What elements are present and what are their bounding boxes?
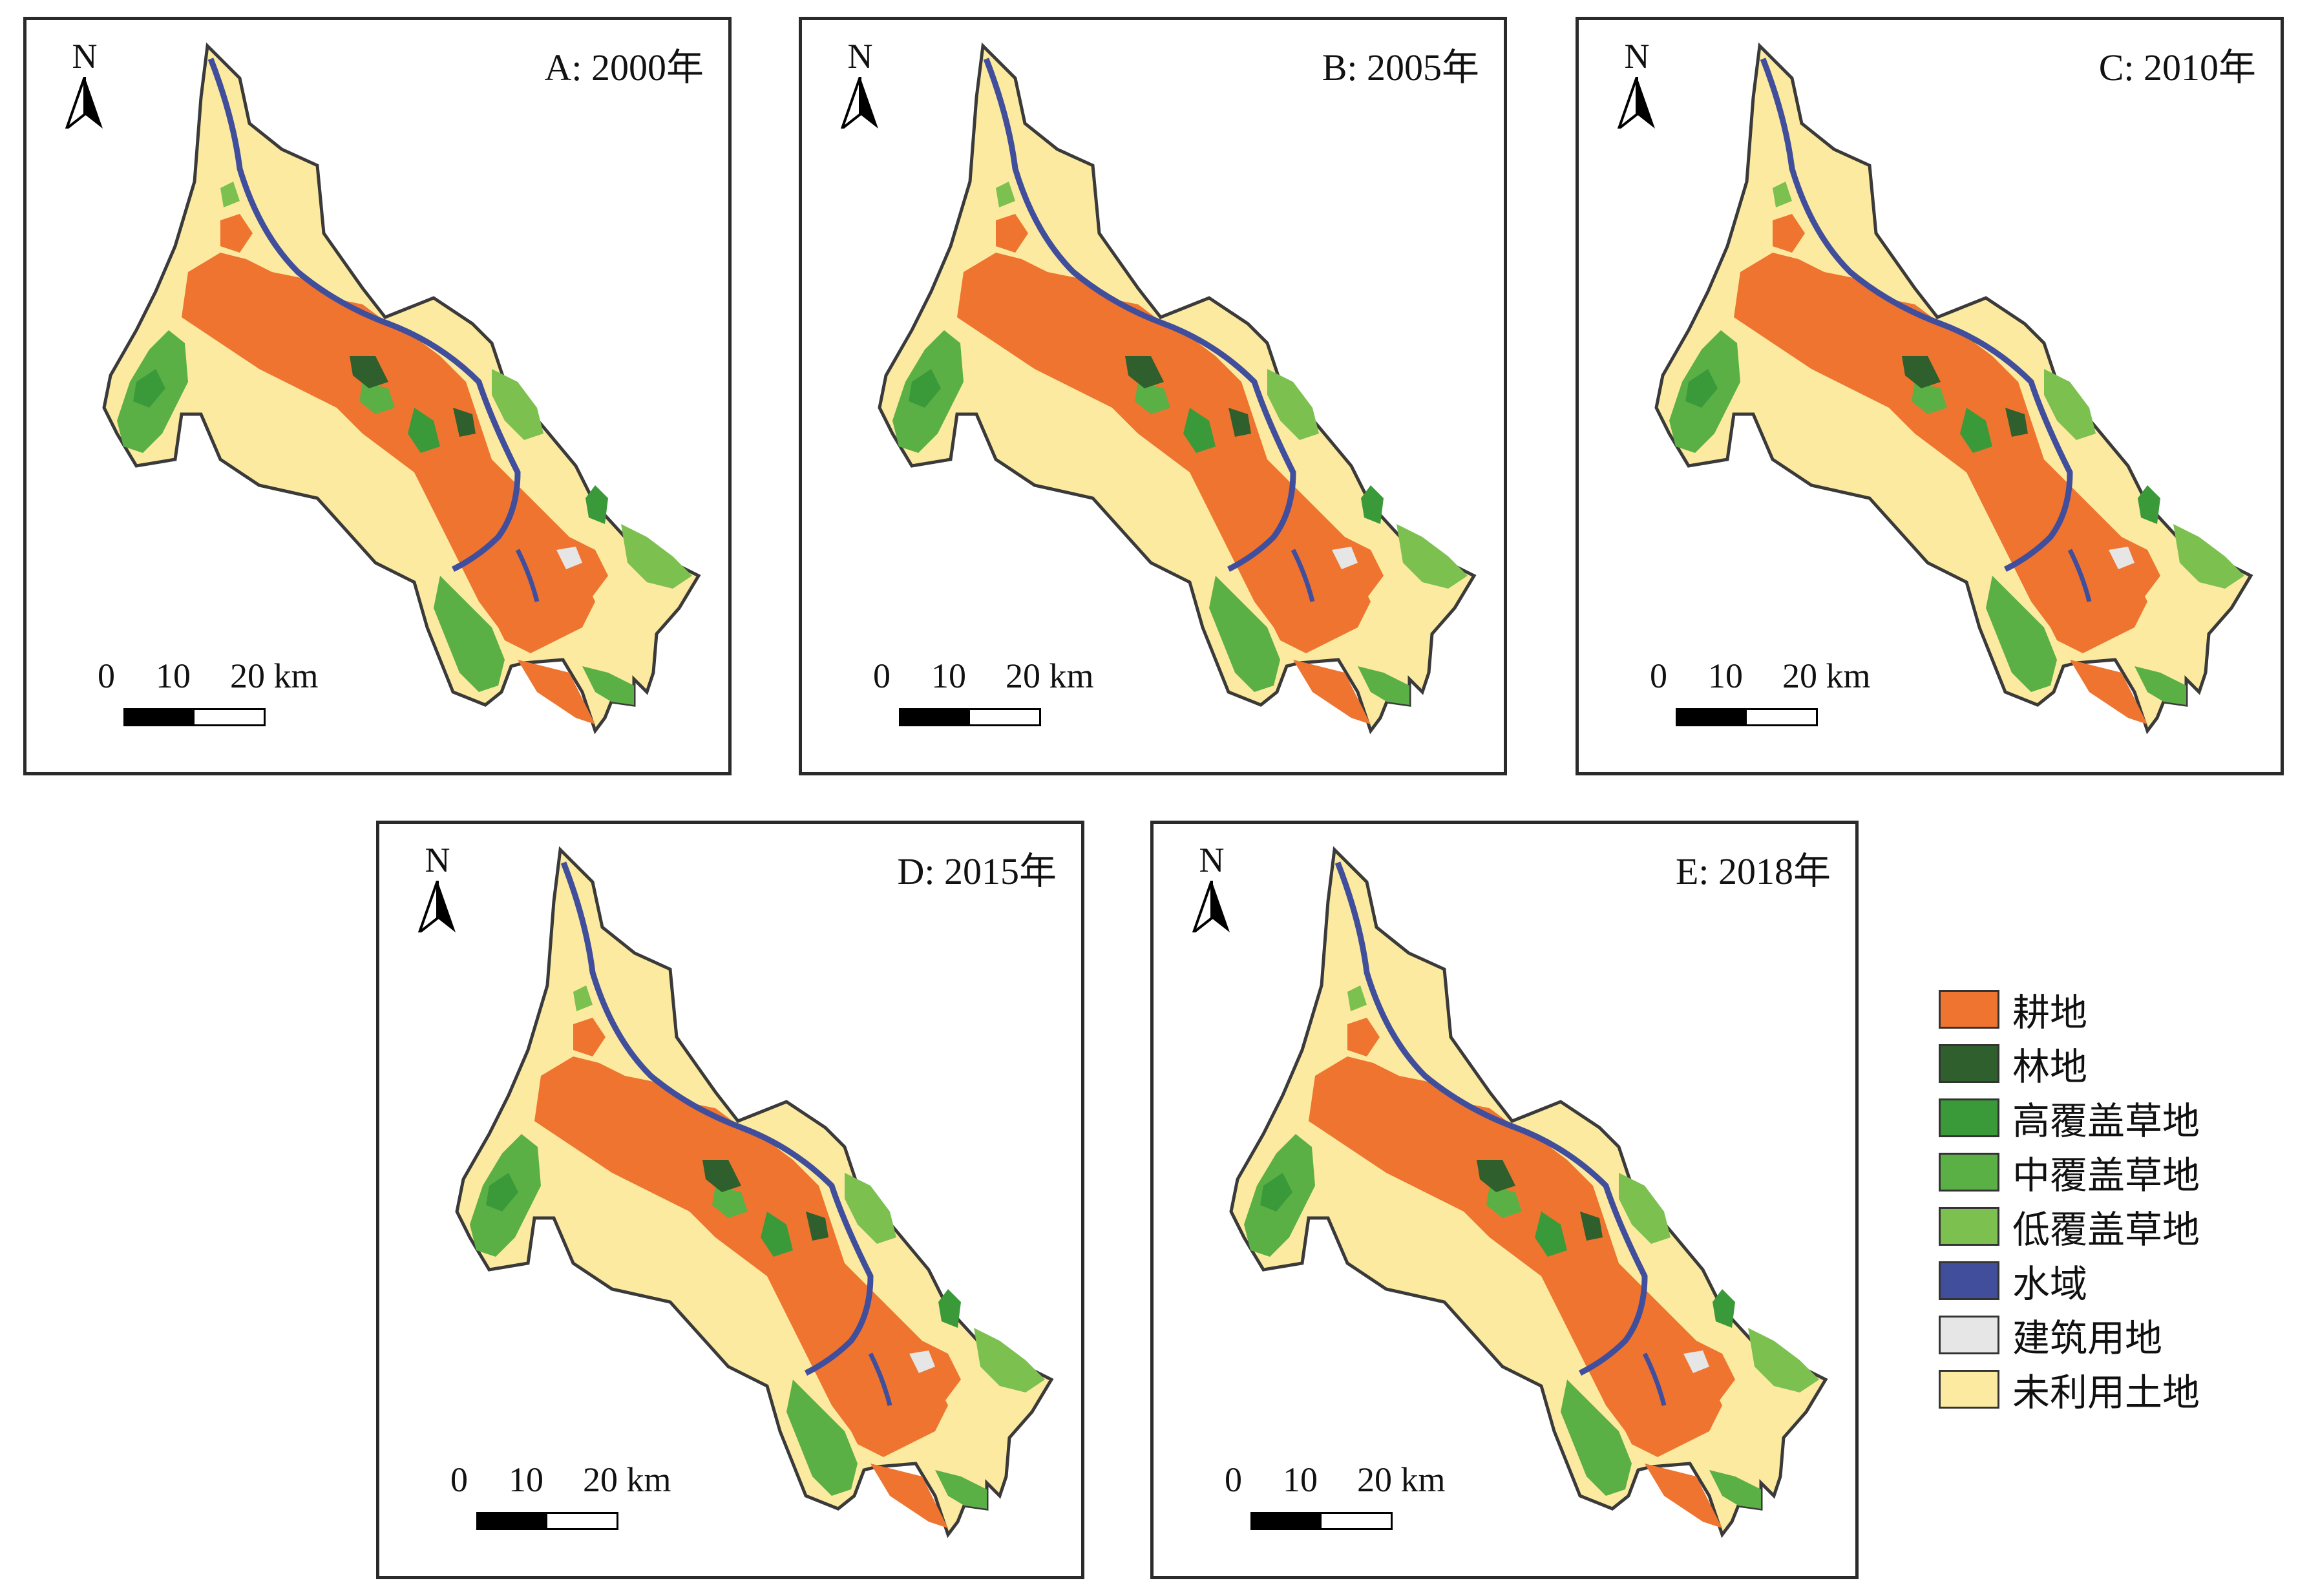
north-arrow-icon — [1618, 77, 1656, 129]
legend-label: 水域 — [2012, 1262, 2088, 1306]
legend-item-unused-land: 未利用土地 — [1939, 1362, 2275, 1416]
north-arrow-a: N — [59, 38, 111, 135]
scale-bar-e: 0 10 20 km — [1225, 1460, 1446, 1538]
panel-title-c: C: 2010年 — [2098, 47, 2256, 89]
legend-swatch — [1939, 1153, 1999, 1192]
legend-label: 建筑用地 — [2012, 1316, 2163, 1360]
scale-bar-d: 0 10 20 km — [450, 1460, 671, 1538]
map-panel-c: C: 2010年 N 0 10 20 km — [1576, 17, 2284, 775]
north-label: N — [1199, 841, 1225, 879]
scale-bar-b: 0 10 20 km — [873, 656, 1094, 734]
legend-label: 林地 — [2012, 1045, 2088, 1089]
legend-item-water: 水域 — [1939, 1254, 2275, 1308]
legend-label: 耕地 — [2012, 991, 2088, 1034]
legend-item-forest: 林地 — [1939, 1036, 2275, 1091]
scale-bar-a: 0 10 20 km — [98, 656, 319, 734]
north-arrow-e: N — [1186, 842, 1238, 939]
scale-label-0: 0 — [1225, 1460, 1242, 1499]
scale-box — [476, 1512, 618, 1530]
legend-item-low-grassland: 低覆盖草地 — [1939, 1199, 2275, 1254]
north-label: N — [425, 841, 450, 879]
scale-label-10: 10 — [1708, 656, 1743, 695]
north-arrow-icon — [1192, 881, 1231, 932]
legend-item-cropland: 耕地 — [1939, 982, 2275, 1036]
panel-title-b: B: 2005年 — [1322, 47, 1479, 89]
map-panel-d: D: 2015年 N 0 10 20 km — [376, 821, 1084, 1579]
scale-box — [1250, 1512, 1393, 1530]
legend-swatch — [1939, 1044, 1999, 1083]
scale-box — [899, 708, 1041, 726]
legend-label: 中覆盖草地 — [2012, 1153, 2200, 1197]
legend-label: 低覆盖草地 — [2012, 1208, 2200, 1252]
scale-label-10: 10 — [156, 656, 191, 695]
legend-swatch — [1939, 1370, 1999, 1409]
legend-swatch — [1939, 1261, 1999, 1300]
scale-label-20: 20 km — [1782, 656, 1871, 695]
north-arrow-b: N — [834, 38, 886, 135]
scale-label-0: 0 — [450, 1460, 468, 1499]
scale-label-10: 10 — [1283, 1460, 1318, 1499]
north-arrow-icon — [841, 77, 880, 129]
scale-box — [123, 708, 266, 726]
north-arrow-icon — [65, 77, 104, 129]
scale-label-20: 20 km — [583, 1460, 671, 1499]
scale-label-10: 10 — [509, 1460, 543, 1499]
scale-box — [1676, 708, 1818, 726]
legend-item-built-up: 建筑用地 — [1939, 1308, 2275, 1362]
legend-swatch — [1939, 1316, 1999, 1354]
legend-label: 未利用土地 — [2012, 1370, 2200, 1414]
north-arrow-d: N — [412, 842, 463, 939]
panel-title-d: D: 2015年 — [897, 850, 1057, 892]
panel-title-a: A: 2000年 — [544, 47, 704, 89]
north-label: N — [72, 37, 98, 76]
scale-label-20: 20 km — [1357, 1460, 1446, 1499]
north-arrow-c: N — [1611, 38, 1663, 135]
scale-label-0: 0 — [873, 656, 891, 695]
legend-swatch — [1939, 990, 1999, 1029]
map-panel-a: A: 2000年 N 0 10 20 km — [23, 17, 732, 775]
map-panel-b: B: 2005年 N 0 10 20 km — [799, 17, 1507, 775]
scale-label-0: 0 — [98, 656, 115, 695]
map-legend: 耕地 林地 高覆盖草地 中覆盖草地 低覆盖草地 水域 建筑用地 未利用土地 — [1939, 982, 2275, 1416]
legend-item-medium-grassland: 中覆盖草地 — [1939, 1145, 2275, 1199]
scale-label-0: 0 — [1650, 656, 1667, 695]
legend-swatch — [1939, 1098, 1999, 1137]
legend-label: 高覆盖草地 — [2012, 1099, 2200, 1143]
map-panel-e: E: 2018年 N 0 10 20 km — [1150, 821, 1859, 1579]
panel-title-e: E: 2018年 — [1675, 850, 1831, 892]
scale-label-20: 20 km — [1006, 656, 1094, 695]
legend-item-high-grassland: 高覆盖草地 — [1939, 1091, 2275, 1145]
scale-label-10: 10 — [931, 656, 966, 695]
north-label: N — [1624, 37, 1650, 76]
scale-label-20: 20 km — [230, 656, 319, 695]
legend-swatch — [1939, 1207, 1999, 1246]
north-label: N — [847, 37, 873, 76]
scale-bar-c: 0 10 20 km — [1650, 656, 1871, 734]
north-arrow-icon — [418, 881, 457, 932]
